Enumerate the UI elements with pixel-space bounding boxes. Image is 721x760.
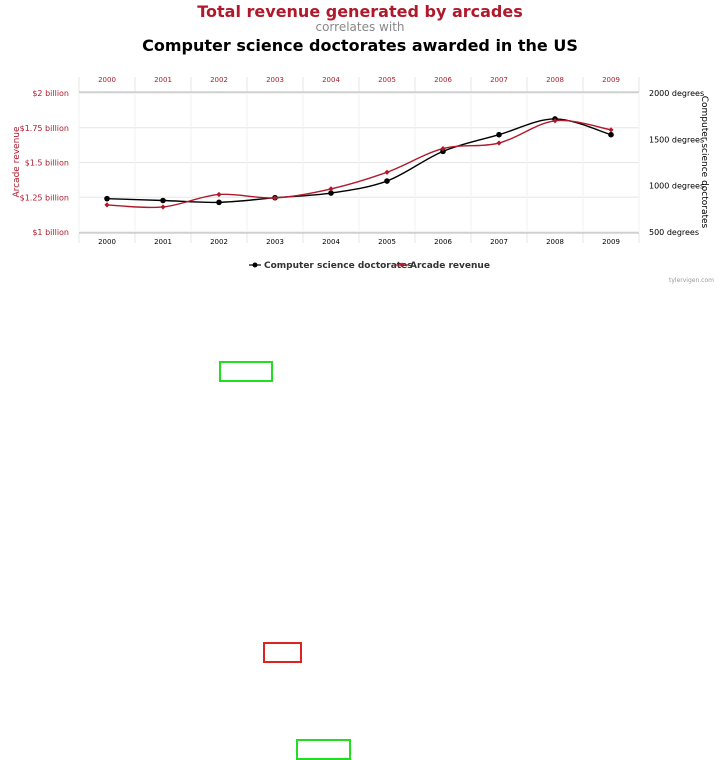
y-tick-label-right: 1500 degrees (649, 135, 704, 144)
data-point-doctorates (384, 178, 390, 184)
x-tick-label-bottom: 2007 (490, 238, 508, 246)
x-tick-label-bottom: 2000 (98, 238, 116, 246)
data-point-doctorates (160, 197, 166, 204)
y-axis-title-left: Arcade revenue (12, 126, 22, 198)
data-point-arcade (384, 169, 390, 175)
y-axis-title-right: Computer science doctorates (699, 96, 709, 229)
data-point-doctorates (608, 131, 614, 138)
legend-label-arcade: Arcade revenue (410, 261, 490, 271)
data-point-arcade (608, 127, 614, 133)
x-tick-label-top: 2008 (546, 76, 564, 84)
x-tick-label-bottom: 2008 (546, 238, 564, 246)
annotation-box-red (263, 642, 302, 663)
data-point-arcade (216, 191, 222, 198)
y-tick-label-right: 2000 degrees (649, 89, 704, 98)
data-point-arcade (328, 186, 334, 192)
grid-lines (78, 77, 640, 243)
data-point-doctorates (496, 131, 502, 138)
x-tick-label-top: 2005 (378, 76, 396, 84)
y-tick-label-left: $1.25 billion (20, 193, 69, 202)
data-point-doctorates (216, 199, 222, 206)
x-tick-label-bottom: 2001 (154, 238, 172, 246)
data-point-arcade (496, 140, 502, 146)
x-tick-label-bottom: 2006 (434, 238, 452, 246)
series (104, 116, 614, 210)
y-tick-label-right: 500 degrees (649, 228, 699, 237)
annotation-box-green-bottom (296, 739, 351, 760)
axes: $2 billion $1.75 billion $1.5 billion $1.25… (20, 76, 705, 246)
y-tick-label-left: $1.75 billion (20, 124, 69, 133)
x-tick-label-bottom: 2003 (266, 238, 284, 246)
legend-label-doctorates: Computer science doctorates (264, 261, 413, 271)
data-point-doctorates (328, 190, 334, 196)
x-tick-label-top: 2002 (210, 76, 228, 84)
y-tick-label-left: $1.5 billion (25, 159, 69, 168)
legend: Computer science doctorates Arcade reven… (249, 261, 490, 271)
chart-title-sub: correlates with (315, 20, 404, 34)
legend-marker-doctorates (252, 262, 258, 268)
x-tick-label-bottom: 2002 (210, 238, 228, 246)
x-tick-label-bottom: 2009 (602, 238, 620, 246)
x-tick-label-top: 2001 (154, 76, 172, 84)
x-tick-label-top: 2000 (98, 76, 116, 84)
data-point-doctorates (440, 148, 446, 155)
x-tick-label-top: 2004 (322, 76, 340, 84)
y-tick-label-left: $2 billion (32, 89, 69, 98)
chart: Total revenue generated by arcades corre… (12, 2, 714, 284)
data-point-arcade (272, 195, 278, 201)
x-tick-label-top: 2003 (266, 76, 284, 84)
chart-title-second: Computer science doctorates awarded in t… (142, 36, 578, 55)
x-tick-label-bottom: 2004 (322, 238, 340, 246)
x-tick-label-top: 2006 (434, 76, 452, 84)
x-tick-label-bottom: 2005 (378, 238, 396, 246)
series-line-arcade (106, 119, 612, 209)
annotation-box-green-top (219, 361, 273, 382)
data-point-arcade (440, 146, 446, 152)
data-point-arcade (160, 204, 166, 210)
chart-title-main: Total revenue generated by arcades (197, 2, 523, 21)
legend-marker-arcade (399, 262, 405, 268)
data-point-doctorates (104, 195, 110, 202)
watermark: tylervigen.com (669, 277, 714, 284)
data-point-arcade (552, 118, 558, 124)
y-tick-label-left: $1 billion (32, 228, 69, 237)
y-tick-label-right: 1000 degrees (649, 182, 704, 191)
x-tick-label-top: 2007 (490, 76, 508, 84)
data-point-arcade (104, 202, 110, 208)
x-tick-label-top: 2009 (602, 76, 620, 84)
series-line-doctorates (106, 118, 612, 204)
